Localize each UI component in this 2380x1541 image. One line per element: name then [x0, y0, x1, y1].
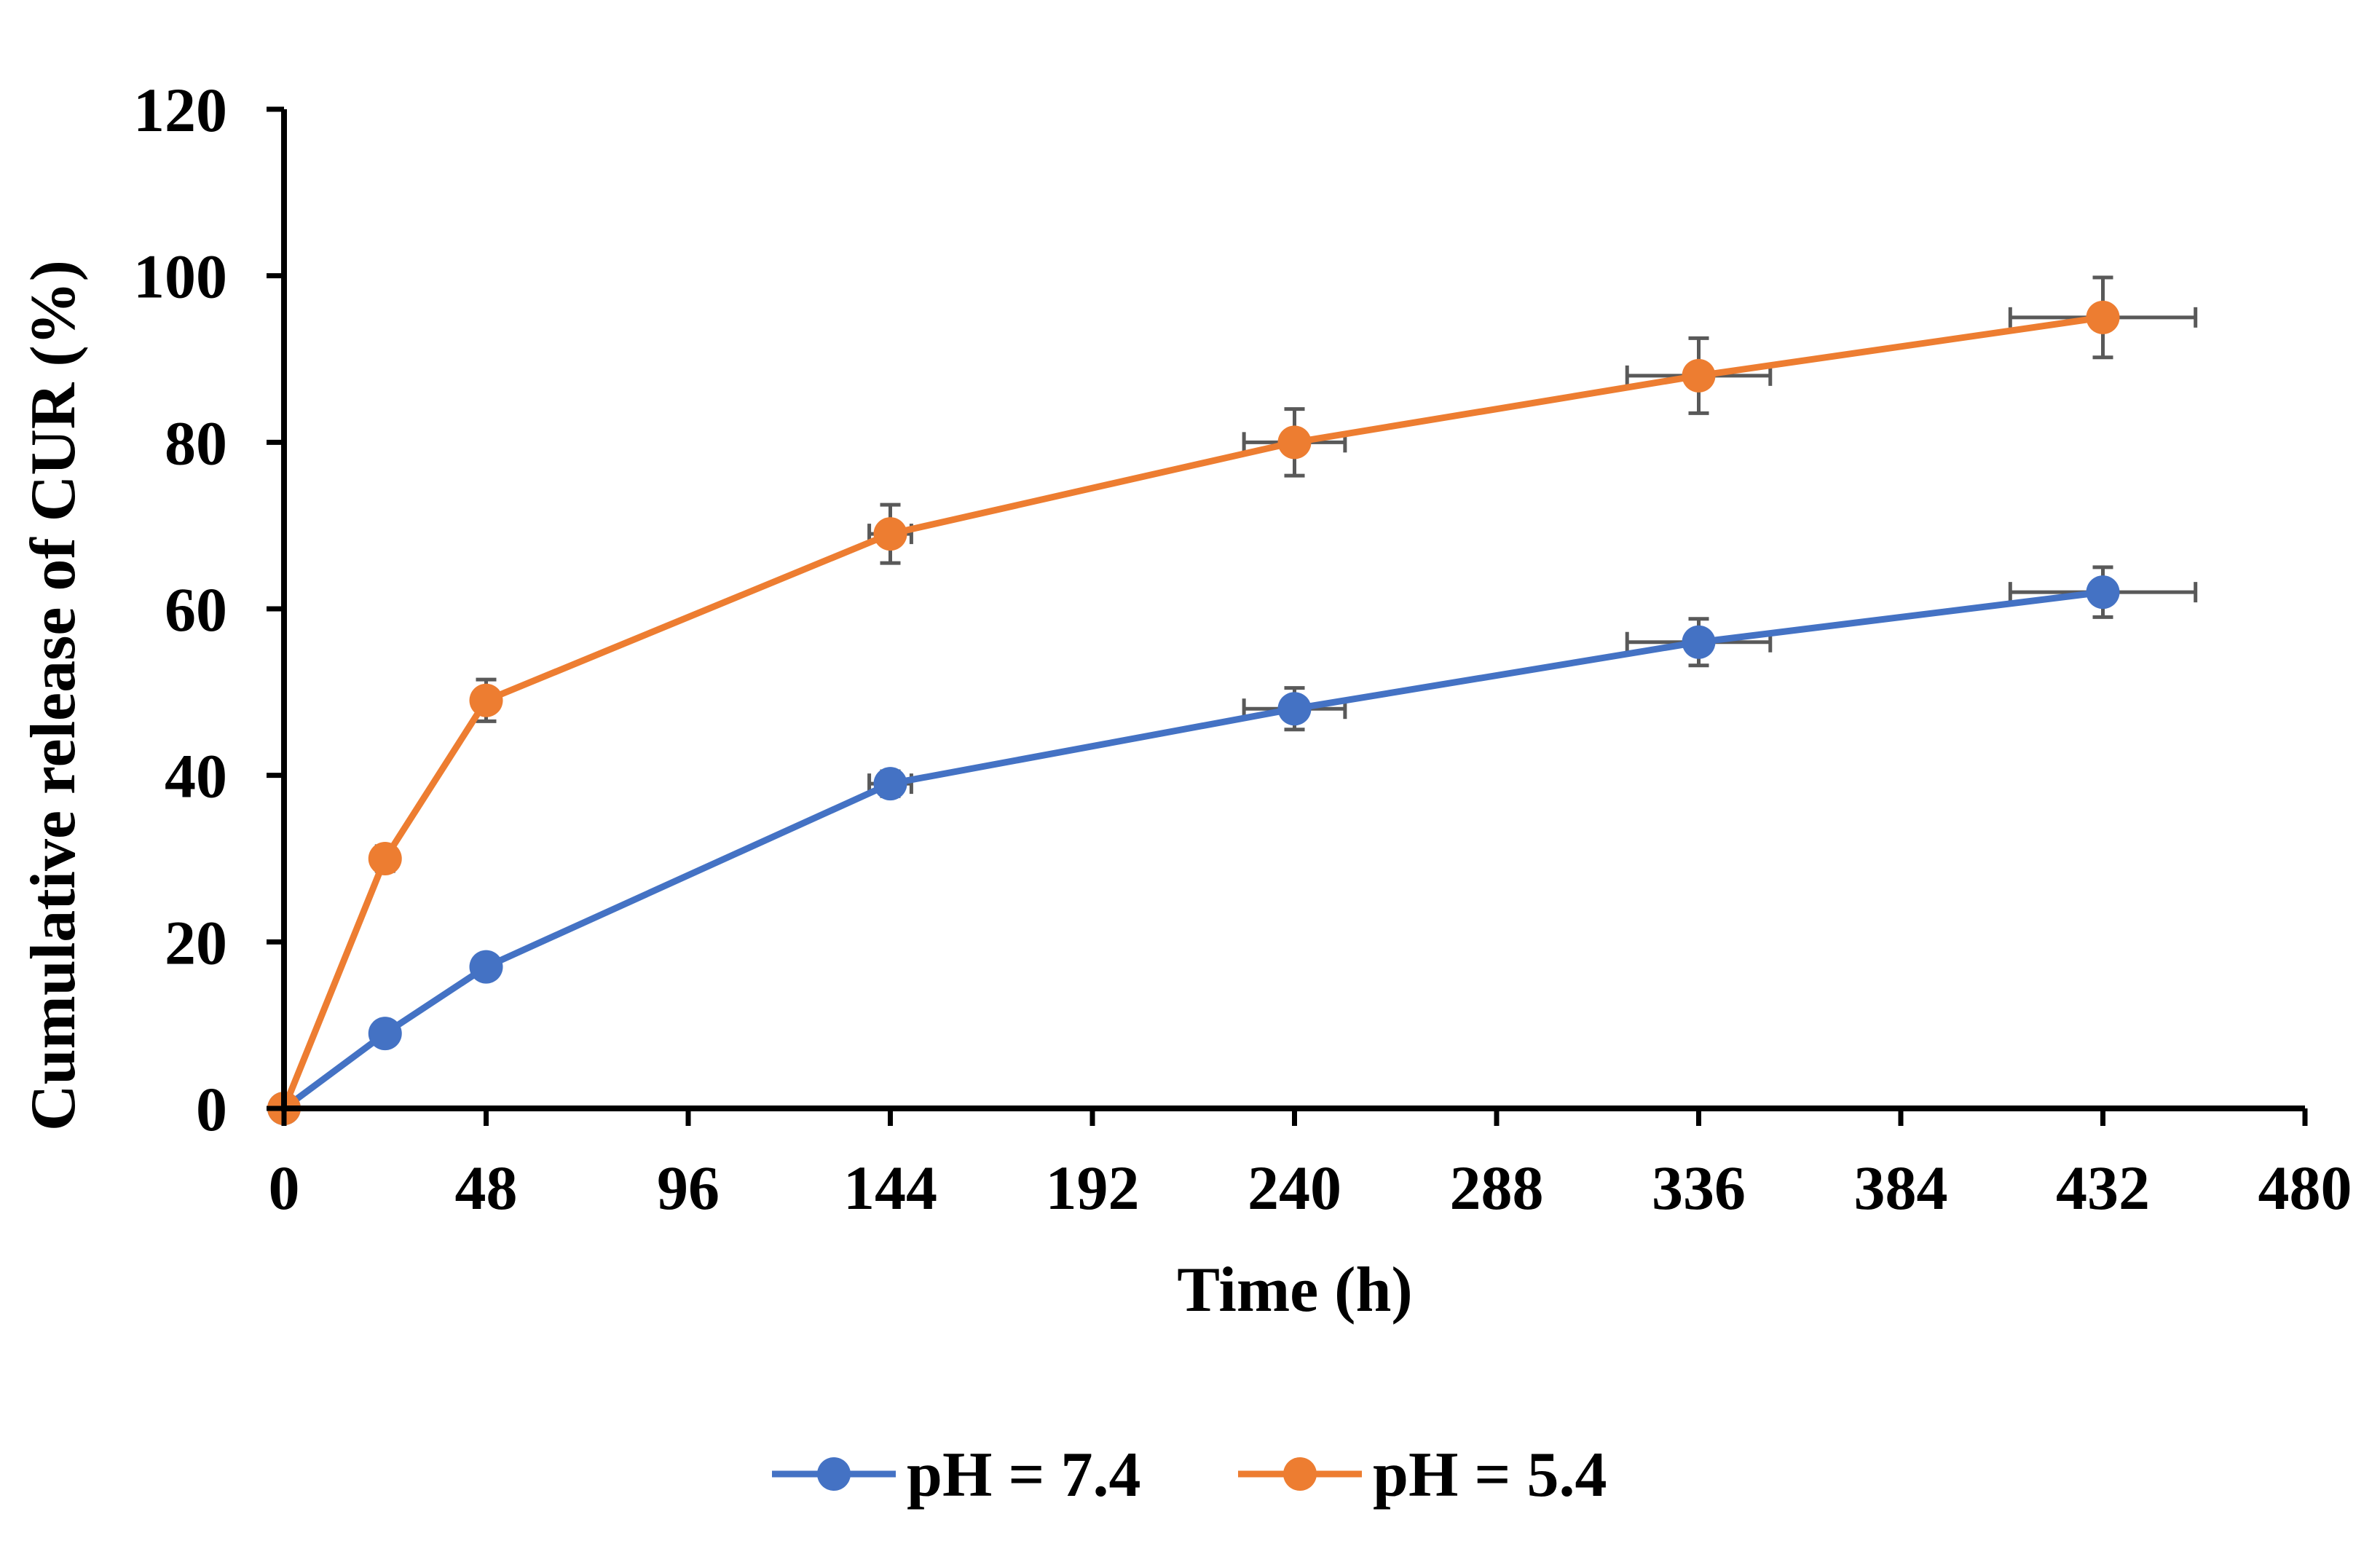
legend: pH = 7.4 pH = 5.4 [772, 1440, 1607, 1510]
x-axis-title: Time (h) [1177, 1255, 1412, 1325]
x-tick-label-48: 48 [455, 1153, 518, 1223]
legend-label: pH = 5.4 [1373, 1440, 1607, 1510]
data-point-ph54-336 [1682, 358, 1716, 393]
y-tick-label-60: 60 [165, 575, 227, 645]
x-tick-label-192: 192 [1046, 1153, 1140, 1223]
data-point-ph54-144 [873, 517, 907, 551]
series-line-ph54 [280, 314, 2104, 1110]
data-point-ph54-24 [368, 842, 402, 875]
series-lines [280, 314, 2104, 1111]
x-tick-label-480: 480 [2258, 1153, 2352, 1223]
data-point-ph54-48 [469, 683, 503, 717]
error-bars [374, 275, 2198, 1040]
legend-swatch-marker [1283, 1457, 1317, 1491]
x-tick-label-432: 432 [2056, 1153, 2150, 1223]
x-tick-label-240: 240 [1248, 1153, 1341, 1223]
legend-item-ph54: pH = 5.4 [1238, 1440, 1607, 1510]
data-point-ph74-24 [368, 1017, 402, 1051]
data-point-ph74-240 [1277, 692, 1312, 726]
legend-label: pH = 7.4 [907, 1440, 1141, 1510]
y-tick-label-120: 120 [133, 75, 227, 145]
x-tick-label-144: 144 [843, 1153, 937, 1223]
axes [281, 109, 2305, 1111]
x-tick-label-336: 336 [1652, 1153, 1746, 1223]
x-tick-label-288: 288 [1450, 1153, 1544, 1223]
y-tick-label-40: 40 [165, 741, 227, 811]
x-tick-label-96: 96 [657, 1153, 720, 1223]
data-point-ph74-144 [873, 767, 907, 801]
legend-swatch-marker [817, 1457, 851, 1491]
tick-labels: 0 20 40 60 80 100 120 0 48 96 144 192 240 288 336 384 43… [133, 75, 2352, 1223]
tick-marks [267, 106, 2308, 1126]
y-tick-label-100: 100 [133, 242, 227, 312]
y-tick-label-20: 20 [165, 907, 227, 977]
data-point-ph74-432 [2086, 575, 2120, 610]
legend-item-ph74: pH = 7.4 [772, 1440, 1141, 1510]
data-point-ph74-336 [1682, 625, 1716, 659]
data-point-ph54-240 [1277, 425, 1312, 460]
data-point-ph54-432 [2086, 300, 2120, 334]
data-point-ph74-48 [469, 950, 503, 984]
y-axis-title: Cumulative release of CUR (%) [18, 260, 89, 1131]
x-tick-label-0: 0 [269, 1153, 300, 1223]
y-tick-label-80: 80 [165, 408, 227, 478]
data-points [267, 300, 2120, 1125]
y-tick-label-0: 0 [196, 1074, 227, 1144]
x-tick-label-384: 384 [1854, 1153, 1948, 1223]
